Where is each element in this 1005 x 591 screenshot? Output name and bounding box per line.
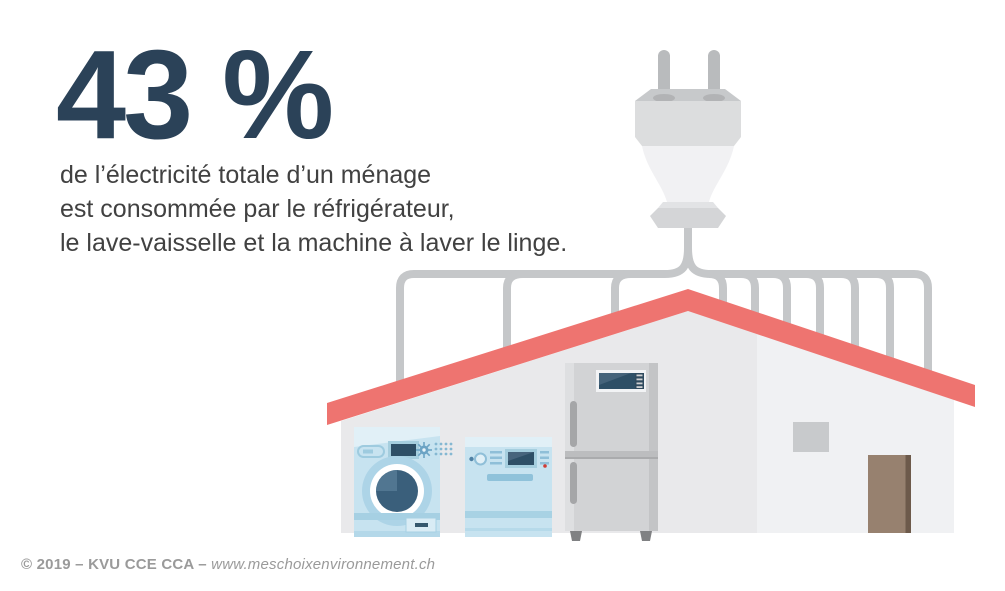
description-line-2: est consommée par le réfrigérateur, [60,195,455,223]
washing-machine-icon [354,427,453,537]
website-url: www.meschoixenvironnement.ch [211,556,436,573]
window [793,422,829,452]
refrigerator-icon [565,363,658,541]
plug-body [642,146,734,202]
power-cord-wires [396,216,932,390]
plug-collar [650,208,726,228]
red-roof [327,289,975,425]
footer: © 2019 – KVU CCE CCA – www.meschoixenvir… [21,556,435,573]
plug-head [635,101,741,146]
washer-display [391,444,416,456]
statistic-description: de l’électricité totale d’un ménage est … [60,158,567,260]
door [868,455,911,533]
statistic-value: 43 % [56,24,334,165]
description-line-1: de l’électricité totale d’un ménage [60,161,432,189]
power-plug-icon [635,50,741,228]
description-line-3: le lave-vaisselle et la machine à laver … [60,229,568,257]
plug-top-face [635,89,741,101]
copyright-text: © 2019 – KVU CCE CCA – [21,556,212,573]
dishwasher-icon [465,437,552,537]
